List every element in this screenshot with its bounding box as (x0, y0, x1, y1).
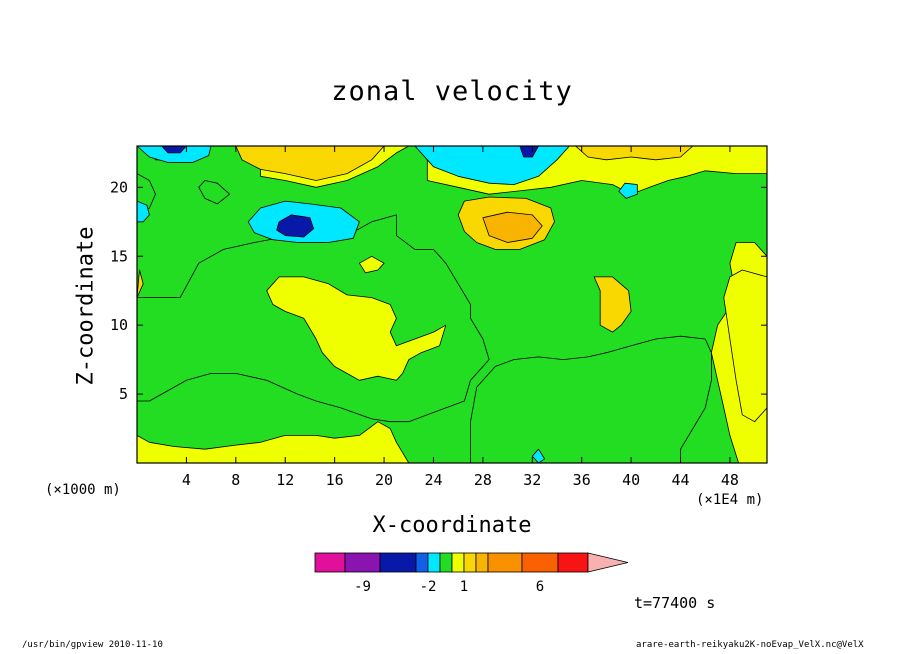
contour-region-21 (276, 214, 315, 238)
x-tick-label-44: 44 (671, 471, 689, 489)
x-tick-label-32: 32 (523, 471, 541, 489)
colorbar-swatch-5 (439, 552, 453, 573)
contour-region-12 (593, 276, 632, 333)
colorbar-swatch-3 (415, 552, 429, 573)
contour-region-14 (482, 211, 543, 243)
y-axis-label: Z-coordinate (73, 226, 99, 386)
contour-region-23 (519, 146, 539, 158)
footer-program: /usr/bin/gpview 2010-11-10 (22, 640, 163, 650)
colorbar-swatch-7 (463, 552, 477, 573)
colorbar-swatch-1 (344, 552, 381, 573)
colorbar-swatch-9 (487, 552, 523, 573)
contour-region-22 (161, 146, 187, 154)
y-tick-label-15: 15 (110, 247, 128, 265)
contour-region-19 (137, 200, 150, 223)
x-unit-label: (×1E4 m) (696, 492, 764, 508)
x-tick-label-4: 4 (182, 471, 191, 489)
contour-fill-group (137, 146, 767, 463)
colorbar-label-6: 6 (536, 579, 544, 595)
contour-region-17 (137, 146, 212, 163)
x-tick-label-8: 8 (231, 471, 240, 489)
colorbar-swatch-6 (451, 552, 465, 573)
x-tick-label-28: 28 (474, 471, 492, 489)
footer-source-file: arare-earth-reikyaku2K-noEvap_VelX.nc@Ve… (636, 640, 864, 650)
colorbar-swatch-10 (521, 552, 559, 573)
colorbar-arrow (587, 552, 629, 573)
contour-region-10 (575, 146, 694, 161)
colorbar-swatch-8 (475, 552, 489, 573)
x-tick-label-24: 24 (424, 471, 442, 489)
colorbar-swatch-2 (379, 552, 417, 573)
colorbar-label--9: -9 (354, 579, 371, 595)
x-tick-label-12: 12 (276, 471, 294, 489)
time-label: t=77400 s (634, 594, 716, 612)
x-axis-label: X-coordinate (372, 513, 532, 538)
colorbar-label-1: 1 (460, 579, 468, 595)
contour-region-13 (137, 269, 144, 299)
plot-frame (136, 145, 768, 464)
contour-region-5 (723, 269, 767, 423)
contour-region-3 (266, 276, 447, 381)
colorbar-swatch-4 (427, 552, 441, 573)
contour-region-4 (358, 255, 385, 274)
x-tick-label-48: 48 (721, 471, 739, 489)
x-tick-label-40: 40 (622, 471, 640, 489)
colorbar-label--2: -2 (420, 579, 437, 595)
contour-region-18 (618, 182, 638, 199)
y-tick-label-5: 5 (119, 385, 128, 403)
y-tick-label-10: 10 (110, 316, 128, 334)
contour-region-9 (235, 146, 385, 181)
y-tick-label-20: 20 (110, 178, 128, 196)
x-tick-label-20: 20 (375, 471, 393, 489)
y-unit-label: (×1000 m) (45, 482, 121, 498)
colorbar-swatch-0 (314, 552, 346, 573)
colorbar-swatch-11 (557, 552, 589, 573)
contour-region-6 (198, 180, 231, 205)
x-tick-label-16: 16 (326, 471, 344, 489)
chart-title: zonal velocity (331, 76, 573, 107)
colorbar: -9 -2 1 6 (314, 552, 629, 595)
x-tick-label-36: 36 (573, 471, 591, 489)
contour-region-20 (531, 448, 545, 463)
